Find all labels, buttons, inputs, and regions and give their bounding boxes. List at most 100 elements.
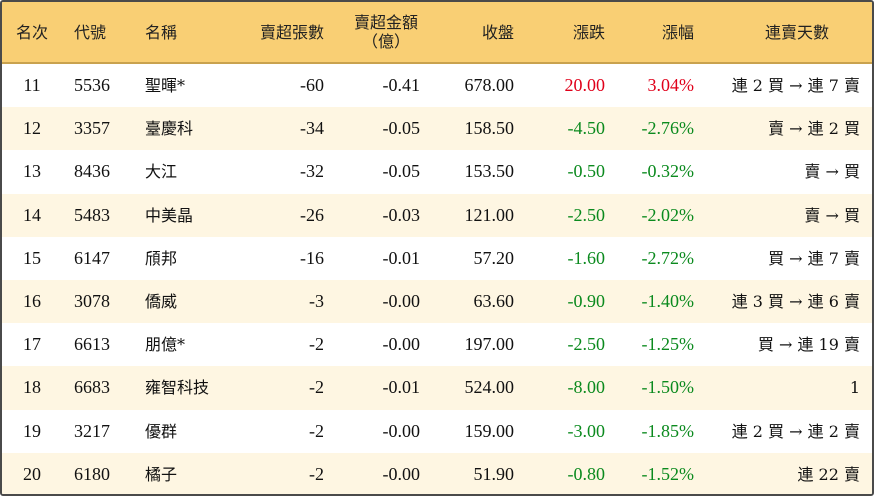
- table-cell: 8436: [74, 161, 110, 182]
- table-cell: 買 → 連 19 賣: [757, 335, 860, 355]
- table-cell: -60: [300, 75, 324, 96]
- table-cell: -0.00: [382, 420, 421, 441]
- table-cell: -1.85%: [641, 420, 695, 441]
- header-cell: 賣超金額 （億）: [353, 13, 418, 51]
- table-cell: 連 2 買 → 連 2 賣: [731, 421, 860, 441]
- table-cell: 賣 → 買: [804, 205, 860, 225]
- table-cell: -1.60: [567, 247, 606, 268]
- table-cell: 連 2 買 → 連 7 賣: [731, 76, 860, 96]
- header-row: 名次 代號 名稱 賣超張數 賣超金額 （億） 收盤 漲跌 漲幅 連賣天數: [2, 2, 872, 64]
- table-cell: 6147: [74, 247, 110, 268]
- table-cell: -2.50: [567, 204, 606, 225]
- table-cell: 13: [23, 161, 41, 182]
- table-row: 14 5483 中美晶 -26 -0.03 121.00 -2.50 -2.02% 賣 → 買: [2, 193, 872, 237]
- table-cell: -2: [309, 463, 324, 484]
- table-row: 12 3357 臺慶科 -34 -0.05 158.50 -4.50 -2.76% 賣 → 連 …: [2, 107, 872, 151]
- table-cell: -0.50: [567, 161, 606, 182]
- table-cell: -0.90: [567, 291, 606, 312]
- table-cell: 頎邦: [145, 248, 178, 268]
- table-cell: -32: [300, 161, 324, 182]
- table-cell: 12: [23, 118, 41, 139]
- header-cell: 漲跌: [572, 22, 605, 42]
- table-cell: 63.60: [473, 291, 515, 312]
- table-row: 13 8436 大江 -32 -0.05 153.50 -0.50 -0.32% 賣 → 買: [2, 150, 872, 193]
- table-cell: -0.80: [567, 463, 606, 484]
- table-cell: -2: [309, 420, 324, 441]
- header-cell: 收盤: [481, 22, 514, 42]
- table-cell: 3078: [74, 291, 110, 312]
- table-row: 15 6147 頎邦 -16 -0.01 57.20 -1.60 -2.72% 買 → 連 7 …: [2, 237, 872, 280]
- table-row: 17 6613 朋億* -2 -0.00 197.00 -2.50 -1.25% 買 → 連 1…: [2, 323, 872, 366]
- table-cell: -1.52%: [641, 463, 695, 484]
- table-cell: -2: [309, 334, 324, 355]
- table-cell: 15: [23, 247, 41, 268]
- table-cell: 20: [23, 463, 41, 484]
- table-cell: 158.50: [464, 118, 515, 139]
- header-cell: 賣超張數: [259, 22, 324, 42]
- table-cell: 1: [849, 378, 860, 398]
- table-cell: -2.72%: [641, 247, 695, 268]
- table-cell: 6683: [74, 377, 110, 398]
- table-cell: -1.40%: [641, 291, 695, 312]
- table-cell: -34: [300, 118, 324, 139]
- table-cell: 678.00: [464, 75, 515, 96]
- table-cell: 3217: [74, 420, 110, 441]
- table-cell: 19: [23, 420, 41, 441]
- table-cell: 524.00: [464, 377, 515, 398]
- table-cell: -0.32%: [641, 161, 695, 182]
- table-cell: -0.41: [382, 75, 421, 96]
- table-cell: 賣 → 連 2 買: [768, 119, 860, 139]
- table-cell: -2.02%: [641, 204, 695, 225]
- table-cell: 橘子: [145, 464, 178, 484]
- table-cell: -0.00: [382, 291, 421, 312]
- table-cell: -0.00: [382, 334, 421, 355]
- table-cell: 雍智科技: [145, 378, 210, 398]
- table-cell: 153.50: [464, 161, 515, 182]
- table-cell: 6613: [74, 334, 110, 355]
- table-cell: 197.00: [464, 334, 515, 355]
- table-cell: 3357: [74, 118, 110, 139]
- table-cell: -8.00: [567, 377, 606, 398]
- header-cell: 連賣天數: [764, 22, 829, 42]
- table-cell: -26: [300, 204, 324, 225]
- table-cell: -0.05: [382, 161, 421, 182]
- table-cell: -0.00: [382, 463, 421, 484]
- table-cell: -0.05: [382, 118, 421, 139]
- table-cell: 16: [23, 291, 41, 312]
- table-cell: 159.00: [464, 420, 515, 441]
- table-cell: -0.01: [382, 247, 421, 268]
- table-cell: -0.03: [382, 204, 421, 225]
- table-cell: -0.01: [382, 377, 421, 398]
- table-cell: 連 22 賣: [797, 464, 860, 484]
- table-cell: 51.90: [473, 463, 515, 484]
- table-cell: -16: [300, 247, 324, 268]
- table-cell: 5536: [74, 75, 110, 96]
- table-cell: 聖暉*: [145, 76, 186, 96]
- table-cell: -3.00: [567, 420, 606, 441]
- table-row: 18 6683 雍智科技 -2 -0.01 524.00 -8.00 -1.50% 1: [2, 366, 872, 410]
- table-cell: 優群: [145, 421, 178, 441]
- table-cell: 連 3 買 → 連 6 賣: [731, 292, 860, 312]
- table-cell: 中美晶: [145, 205, 194, 225]
- table-row: 16 3078 僑威 -3 -0.00 63.60 -0.90 -1.40% 連 3 買 → 連…: [2, 279, 872, 324]
- table-row: 20 6180 橘子 -2 -0.00 51.90 -0.80 -1.52% 連 22 賣: [2, 452, 872, 494]
- table-cell: 6180: [74, 463, 110, 484]
- table-cell: -2.76%: [641, 118, 695, 139]
- table-cell: -2.50: [567, 334, 606, 355]
- header-cell: 名次: [15, 22, 48, 42]
- header-cell: 名稱: [145, 22, 178, 42]
- table-cell: -1.50%: [641, 377, 695, 398]
- table-cell: 買 → 連 7 賣: [768, 248, 860, 268]
- table-cell: 5483: [74, 204, 110, 225]
- table-cell: 僑威: [145, 292, 178, 312]
- table-cell: 3.04%: [647, 75, 695, 96]
- table-cell: -3: [309, 291, 324, 312]
- table-cell: 14: [23, 204, 41, 225]
- table-row: 11 5536 聖暉* -60 -0.41 678.00 20.00 3.04% 連 2 買 →…: [2, 64, 872, 107]
- table-body: 11 5536 聖暉* -60 -0.41 678.00 20.00 3.04% 連 2 買 →…: [2, 64, 872, 494]
- header-cell: 漲幅: [661, 22, 694, 42]
- table-cell: 大江: [145, 162, 178, 182]
- table-cell: 朋億*: [145, 335, 186, 355]
- table-cell: -4.50: [567, 118, 606, 139]
